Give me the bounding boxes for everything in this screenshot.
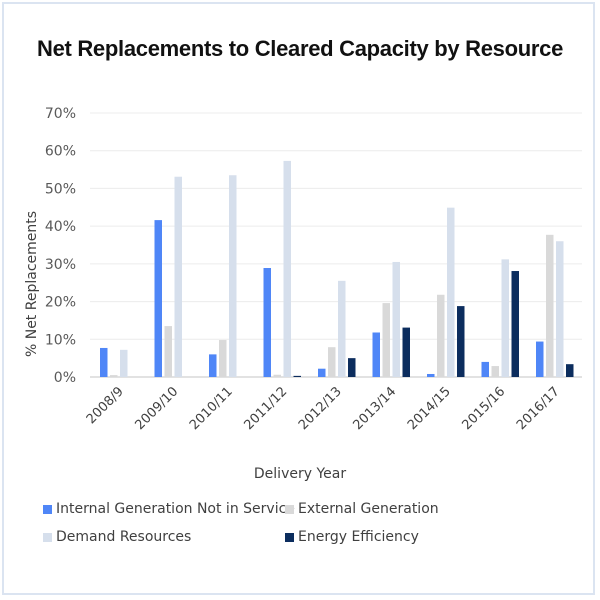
bar-internal-generation-not-in-service-2012-13 [318,368,326,377]
legend-swatch [285,504,294,514]
bar-energy-efficiency-2015-16 [511,271,519,377]
bar-external-generation-2010-11 [219,340,227,377]
x-tick-label: 2009/10 [133,384,182,433]
bar-energy-efficiency-2012-13 [348,358,356,377]
x-tick-label: 2014/15 [405,384,454,433]
legend-item: External Generation [285,501,439,517]
y-tick-label: 30% [45,257,76,273]
legend-swatch [285,532,294,542]
y-tick-label: 20% [45,295,76,311]
x-tick-label: 2011/12 [242,384,291,433]
legend-label: External Generation [298,501,439,517]
y-tick-label: 60% [45,144,76,160]
x-axis-ticks: 2008/9 2009/10 2010/11 2011/12 2012/13 2013/1… [84,384,563,433]
bar-internal-generation-not-in-service-2009-10 [154,220,162,377]
bar-demand-resources-2014-15 [447,207,455,377]
bar-energy-efficiency-2016-17 [566,364,574,377]
bar-internal-generation-not-in-service-2013-14 [372,332,380,377]
y-tick-label: 40% [45,219,76,235]
bar-energy-efficiency-2014-15 [457,306,465,377]
bar-demand-resources-2009-10 [174,176,182,377]
legend-item: Demand Resources [43,529,191,545]
bar-demand-resources-2008-9 [120,349,128,377]
y-tick-label: 0% [54,370,76,386]
bar-external-generation-2013-14 [382,303,390,377]
bar-internal-generation-not-in-service-2010-11 [209,354,217,377]
legend-label: Demand Resources [56,529,192,545]
bar-internal-generation-not-in-service-2008-9 [100,347,108,377]
bar-internal-generation-not-in-service-2016-17 [536,341,544,377]
x-tick-label: 2012/13 [296,384,345,433]
bar-external-generation-2014-15 [437,294,445,377]
y-axis-ticks: 0% 10% 20% 30% 40% 50% 60% 70% [45,106,76,386]
bar-external-generation-2012-13 [328,347,336,377]
bar-demand-resources-2011-12 [283,160,291,377]
bar-external-generation-2016-17 [546,234,554,377]
x-tick-label: 2010/11 [187,384,236,433]
bar-energy-efficiency-2013-14 [402,327,410,377]
legend-item: Energy Efficiency [285,529,419,545]
bar-internal-generation-not-in-service-2014-15 [427,373,435,377]
bar-external-generation-2011-12 [273,374,281,377]
x-tick-label: 2008/9 [84,384,127,427]
x-axis-label: Delivery Year [254,466,346,482]
x-tick-label: 2015/16 [460,384,509,433]
bar-demand-resources-2012-13 [338,280,346,377]
legend-label: Internal Generation Not in Service [56,501,295,517]
bar-energy-efficiency-2011-12 [293,375,301,377]
bars [100,160,574,377]
bar-external-generation-2015-16 [491,366,499,377]
bar-demand-resources-2010-11 [229,175,237,377]
bar-demand-resources-2013-14 [392,261,400,377]
legend-label: Energy Efficiency [298,529,419,545]
y-tick-label: 50% [45,181,76,197]
bar-internal-generation-not-in-service-2011-12 [263,268,271,377]
legend-swatch [43,504,52,514]
legend-item: Internal Generation Not in Service [43,501,295,517]
chart-title: Net Replacements to Cleared Capacity by … [36,36,564,61]
bar-demand-resources-2016-17 [556,241,564,377]
y-axis-label: % Net Replacements [24,211,40,357]
bar-demand-resources-2015-16 [501,259,509,377]
legend-swatch [43,532,52,542]
y-tick-label: 10% [45,332,76,348]
x-tick-label: 2016/17 [514,384,563,433]
x-tick-label: 2013/14 [351,384,400,433]
bar-external-generation-2008-9 [110,375,118,377]
y-tick-label: 70% [45,106,76,122]
chart-frame [2,2,595,595]
bar-internal-generation-not-in-service-2015-16 [481,361,489,377]
bar-external-generation-2009-10 [164,326,172,377]
